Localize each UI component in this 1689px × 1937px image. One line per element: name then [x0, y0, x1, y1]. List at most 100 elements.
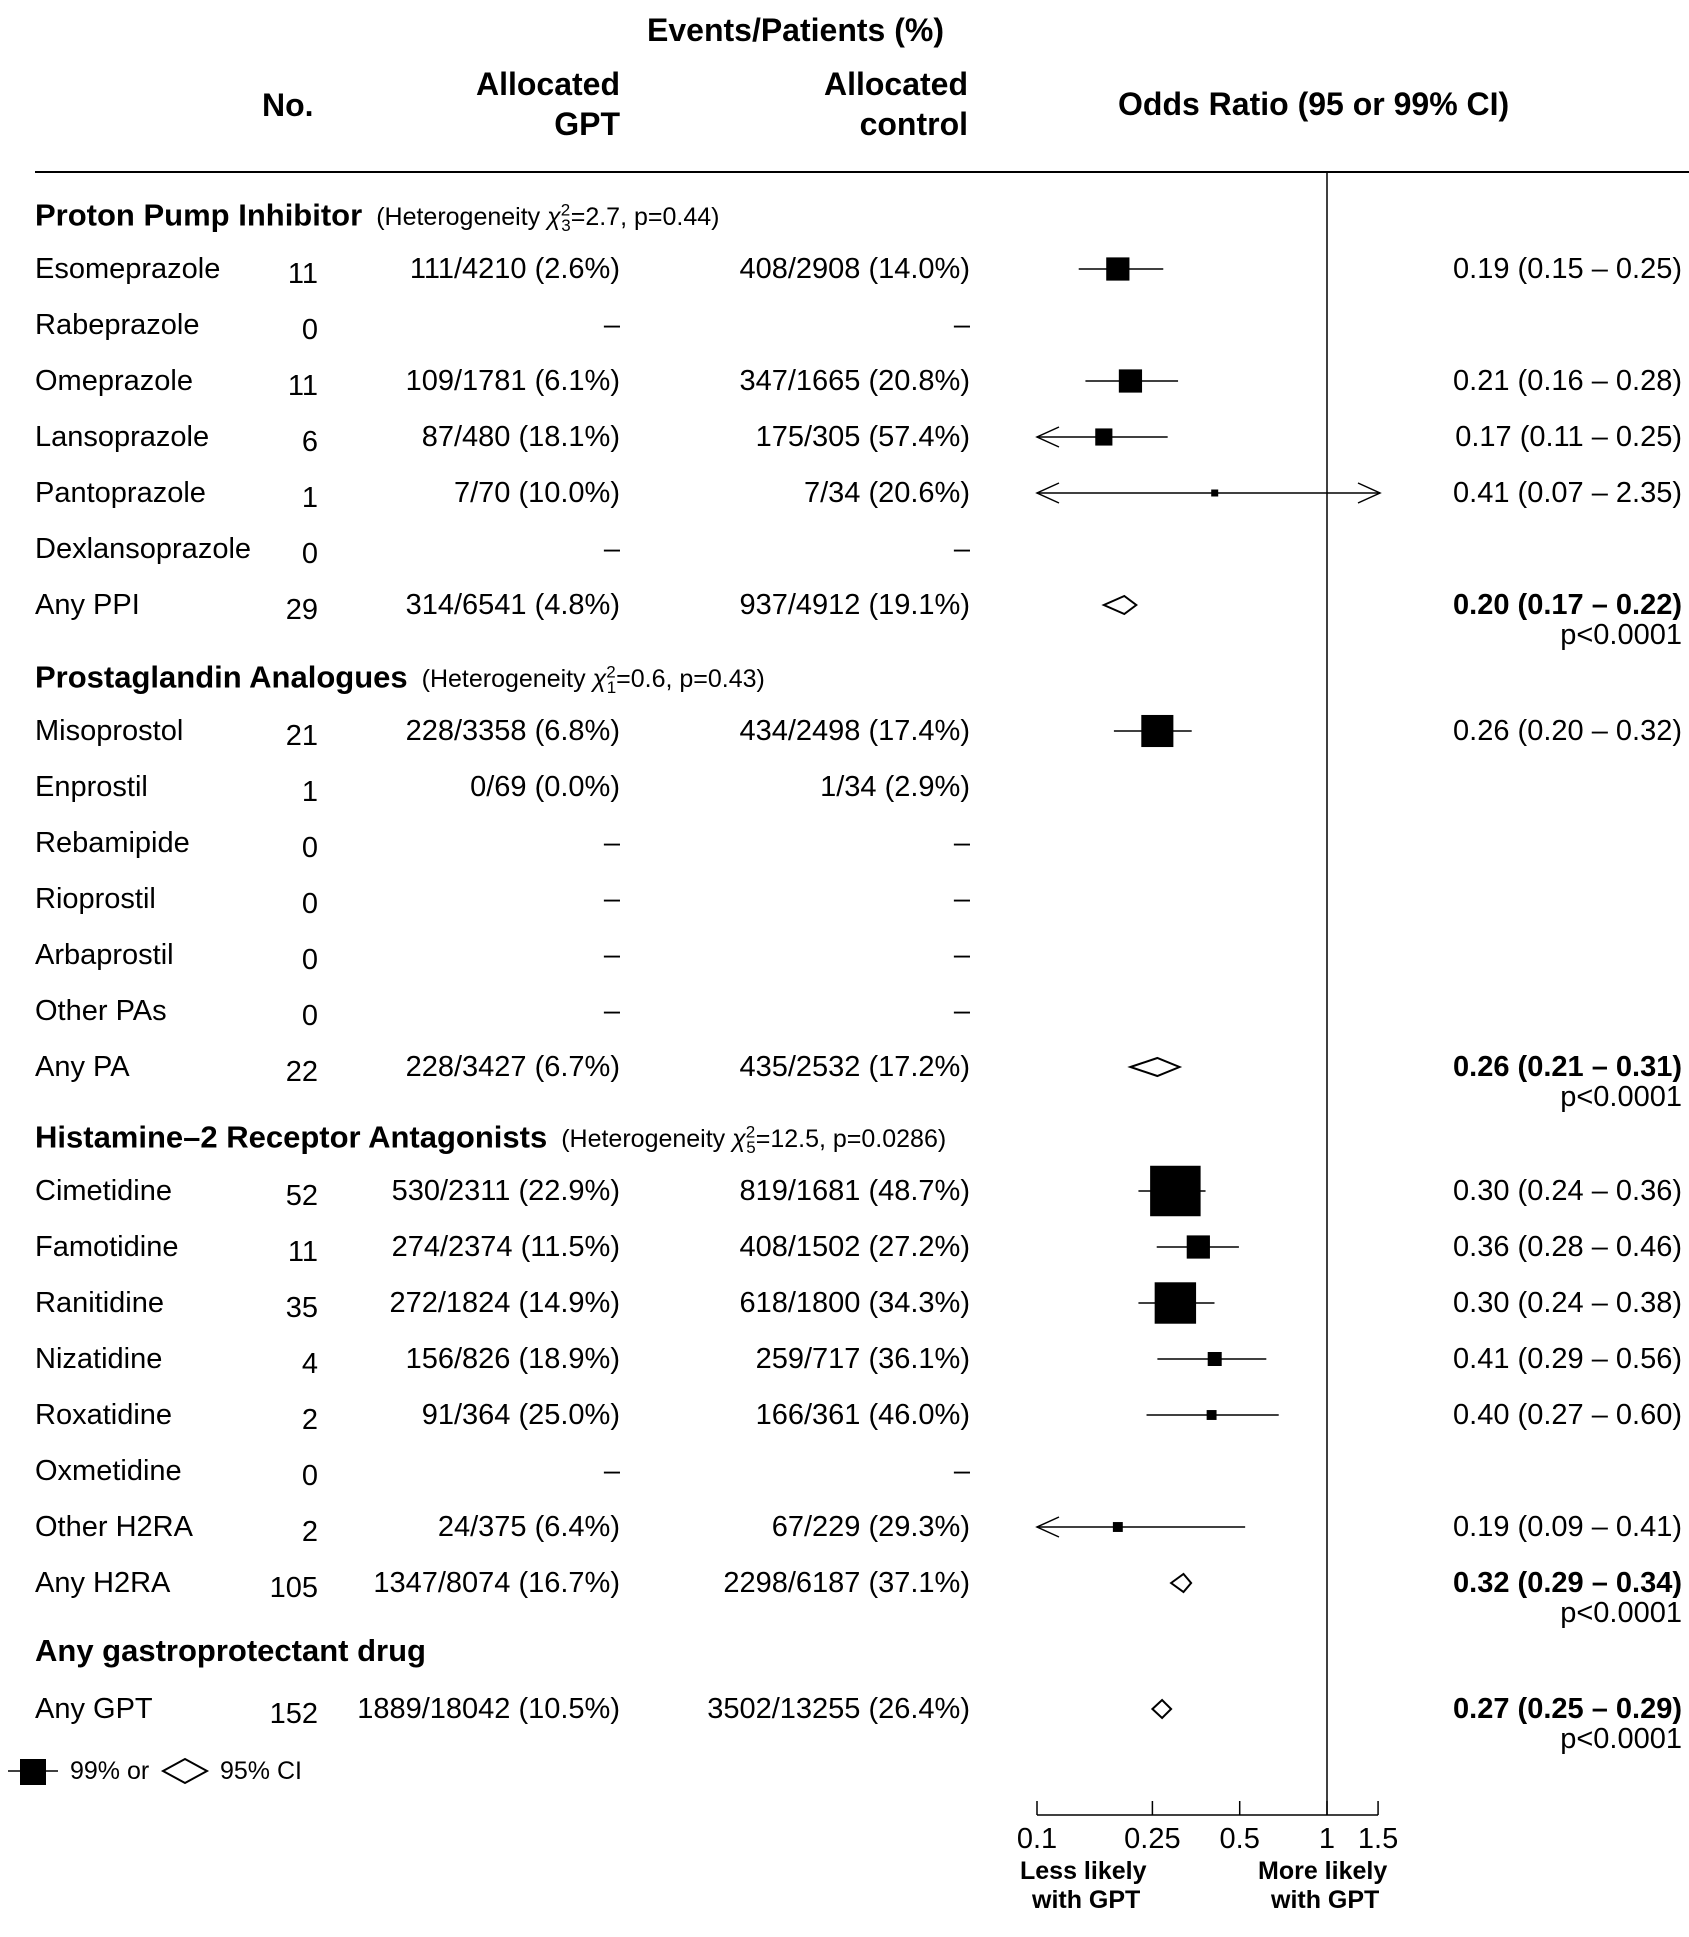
row-count: 52 — [285, 1180, 318, 1212]
section-header: Histamine–2 Receptor Antagonists (Heterog… — [35, 1113, 946, 1168]
row-odds-ratio: 0.36 (0.28 – 0.46) — [1453, 1231, 1682, 1263]
section-header: Any gastroprotectant drug — [35, 1631, 426, 1677]
chi-squared-symbol: χ — [732, 1125, 746, 1154]
row-gpt-events: 7/70 (10.0%) — [453, 477, 620, 509]
x-axis-tick-label: 0.5 — [1219, 1823, 1260, 1855]
row-count: 0 — [301, 538, 318, 570]
chi-squared-symbol: χ — [547, 203, 561, 232]
row-count: 0 — [301, 944, 318, 976]
row-name: Pantoprazole — [35, 477, 206, 509]
row-odds-ratio: 0.20 (0.17 – 0.22) — [1453, 589, 1682, 621]
row-count: 21 — [285, 720, 318, 752]
row-odds-ratio: 0.19 (0.09 – 0.41) — [1453, 1511, 1682, 1543]
section-title: Histamine–2 Receptor Antagonists — [35, 1119, 548, 1155]
row-name: Any PA — [35, 1051, 130, 1083]
row-p-value: p<0.0001 — [1560, 1597, 1682, 1629]
row-p-value: p<0.0001 — [1560, 619, 1682, 651]
point-box-lansoprazole — [1095, 428, 1113, 446]
row-gpt-events: 228/3358 (6.8%) — [405, 715, 620, 747]
legend-diamond-icon — [160, 1757, 210, 1785]
row-odds-ratio: 0.21 (0.16 – 0.28) — [1453, 365, 1682, 397]
x-axis-tick-label: 0.25 — [1124, 1823, 1181, 1855]
row-gpt-events: 272/1824 (14.9%) — [389, 1287, 620, 1319]
events-patients-header: Events/Patients (%) — [647, 12, 944, 48]
row-control-events: 1/34 (2.9%) — [820, 771, 970, 803]
row-control-events: 937/4912 (19.1%) — [739, 589, 970, 621]
row-count: 0 — [301, 888, 318, 920]
row-gpt-events: 91/364 (25.0%) — [421, 1399, 620, 1431]
row-name: Nizatidine — [35, 1343, 163, 1375]
row-control-events: 259/717 (36.1%) — [755, 1343, 970, 1375]
point-box-roxatidine — [1206, 1410, 1217, 1420]
legend-diamond-text: 95% CI — [220, 1757, 302, 1785]
row-count: 29 — [285, 594, 318, 626]
point-box-nizatidine — [1207, 1352, 1222, 1366]
row-name: Rioprostil — [35, 883, 156, 915]
point-box-cimetidine — [1150, 1165, 1201, 1217]
row-count: 0 — [301, 832, 318, 864]
row-gpt-events: – — [603, 995, 620, 1027]
heterogeneity-prefix: (Heterogeneity — [376, 203, 548, 232]
row-gpt-events: 109/1781 (6.1%) — [405, 365, 620, 397]
heterogeneity-suffix: =2.7, p=0.44) — [570, 203, 720, 232]
row-name: Enprostil — [35, 771, 148, 803]
row-gpt-events: 1347/8074 (16.7%) — [373, 1567, 620, 1599]
row-name: Arbaprostil — [35, 939, 174, 971]
row-control-events: 819/1681 (48.7%) — [739, 1175, 970, 1207]
ci-arrow-right-pantoprazole — [1357, 482, 1382, 504]
allocated-gpt-header-line2: GPT — [554, 106, 620, 142]
row-name: Lansoprazole — [35, 421, 210, 453]
row-odds-ratio: 0.41 (0.07 – 2.35) — [1453, 477, 1682, 509]
row-gpt-events: – — [603, 309, 620, 341]
heterogeneity-prefix: (Heterogeneity — [421, 665, 593, 694]
x-axis-tick-label: 1.5 — [1357, 1823, 1399, 1855]
ci-arrow-left-lansoprazole — [1035, 426, 1060, 448]
row-control-events: 347/1665 (20.8%) — [739, 365, 970, 397]
heterogeneity-stat: (Heterogeneity χ21=0.6, p=0.43) — [421, 663, 765, 697]
ci-diamond-any-h2ra — [1169, 1572, 1193, 1594]
point-box-esomeprazole — [1106, 257, 1130, 281]
x-axis-tick-label: 0.1 — [1016, 1823, 1058, 1855]
row-control-events: 618/1800 (34.3%) — [739, 1287, 970, 1319]
ci-diamond-any-pa — [1127, 1056, 1183, 1078]
row-name: Rebamipide — [35, 827, 190, 859]
section-header: Prostaglandin Analogues (Heterogeneity χ2… — [35, 653, 765, 708]
row-name: Oxmetidine — [35, 1455, 182, 1487]
row-gpt-events: 156/826 (18.9%) — [405, 1343, 620, 1375]
row-gpt-events: 87/480 (18.1%) — [421, 421, 620, 453]
row-control-events: – — [953, 939, 970, 971]
row-control-events: – — [953, 827, 970, 859]
row-name: Dexlansoprazole — [35, 533, 252, 565]
row-gpt-events: 0/69 (0.0%) — [470, 771, 620, 803]
row-odds-ratio: 0.27 (0.25 – 0.29) — [1453, 1693, 1682, 1725]
row-name: Roxatidine — [35, 1399, 173, 1431]
row-control-events: 434/2498 (17.4%) — [739, 715, 970, 747]
row-control-events: 7/34 (20.6%) — [803, 477, 970, 509]
row-control-events: – — [953, 995, 970, 1027]
row-control-events: – — [953, 883, 970, 915]
row-odds-ratio: 0.17 (0.11 – 0.25) — [1455, 421, 1682, 453]
chi-squared-exponent: 2 — [560, 201, 571, 220]
row-odds-ratio: 0.40 (0.27 – 0.60) — [1453, 1399, 1682, 1431]
row-gpt-events: – — [603, 533, 620, 565]
row-count: 11 — [287, 370, 318, 402]
chi-squared-exponent: 2 — [745, 1123, 756, 1142]
row-name: Famotidine — [35, 1231, 179, 1263]
axis-caption-more-likely: More likely — [1258, 1857, 1388, 1885]
row-name: Misoprostol — [35, 715, 184, 747]
ci-arrow-left-other-h2ra — [1035, 1516, 1060, 1538]
row-name: Other PAs — [35, 995, 167, 1027]
row-count: 2 — [301, 1404, 318, 1436]
allocated-control-header-line2: control — [859, 106, 968, 142]
row-control-events: – — [953, 533, 970, 565]
section-header: Proton Pump Inhibitor (Heterogeneity χ23=… — [35, 191, 719, 246]
row-gpt-events: 111/4210 (2.6%) — [409, 253, 620, 285]
row-count: 1 — [301, 776, 318, 808]
ci-diamond-any-ppi — [1101, 594, 1138, 616]
row-name: Omeprazole — [35, 365, 193, 397]
point-box-famotidine — [1186, 1235, 1210, 1259]
row-control-events: 408/1502 (27.2%) — [739, 1231, 970, 1263]
row-odds-ratio: 0.41 (0.29 – 0.56) — [1453, 1343, 1682, 1375]
heterogeneity-suffix: =0.6, p=0.43) — [616, 665, 765, 694]
